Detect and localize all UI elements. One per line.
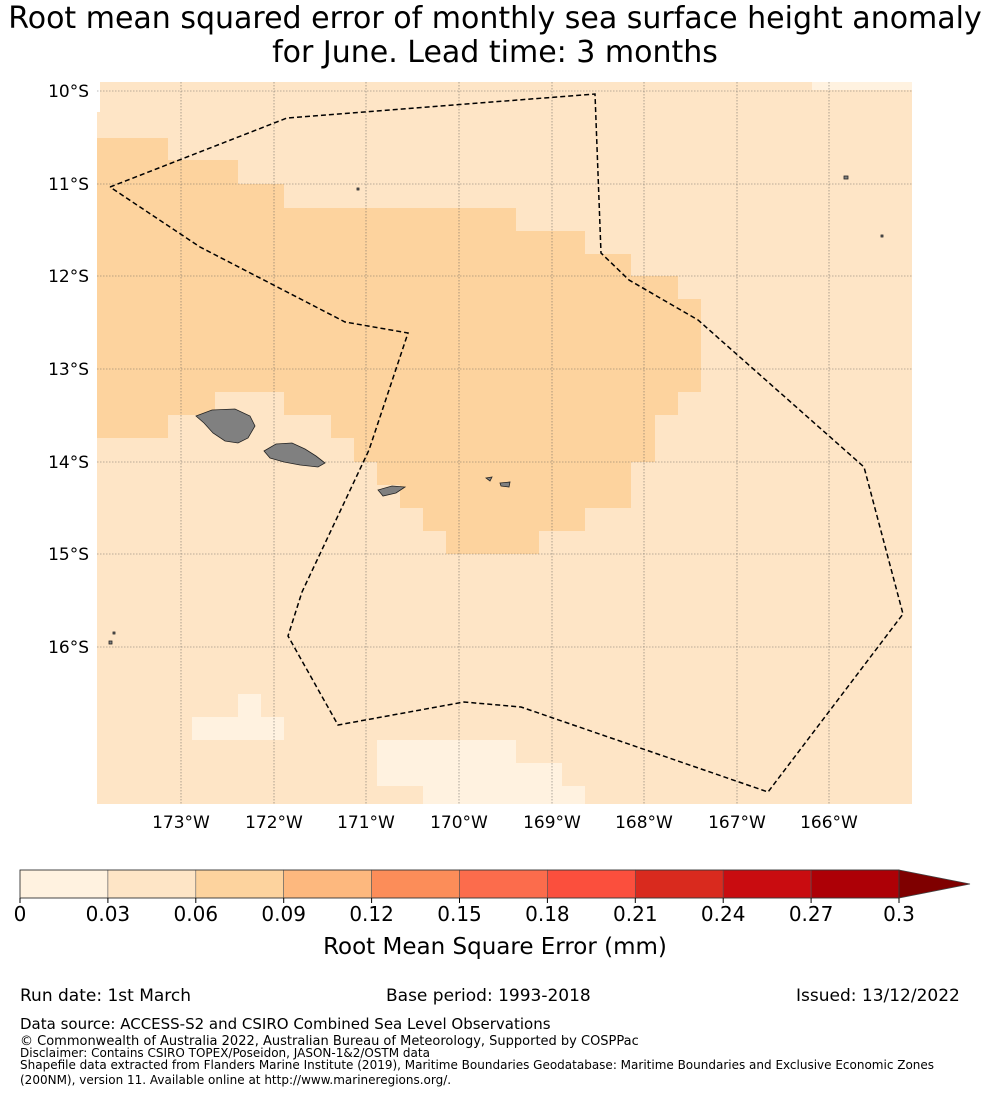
map-edge-gap	[97, 82, 100, 112]
latitude-label: 11°S	[48, 175, 89, 195]
longitude-label: 166°W	[800, 813, 858, 833]
tutuila-island	[377, 485, 407, 497]
colorbar-tick-label: 0.15	[437, 902, 482, 926]
gridlines	[97, 82, 912, 804]
latitude-label: 15°S	[48, 545, 89, 565]
colorbar-swatches	[19, 869, 900, 899]
colorbar-swatch	[195, 869, 285, 899]
colorbar-swatch	[371, 869, 460, 899]
longitude-label: 173°W	[152, 813, 210, 833]
colorbar-tick-label: 0.06	[174, 902, 219, 926]
colorbar-ticks: 0 0.03 0.06 0.09 0.12 0.15 0.18 0.21 0.24 0.27 0.3	[14, 898, 915, 926]
colorbar-tick-label: 0.18	[525, 902, 570, 926]
colorbar-tick-label: 0	[14, 902, 27, 926]
title-line-1: Root mean squared error of monthly sea s…	[8, 1, 982, 36]
land-masses	[108, 175, 884, 645]
shapefile-line-2: (200NM), version 11. Available online at…	[20, 1073, 452, 1087]
longitude-label: 172°W	[245, 813, 303, 833]
longitude-label: 168°W	[615, 813, 673, 833]
longitude-label: 167°W	[708, 813, 766, 833]
latitude-label: 10°S	[48, 82, 89, 102]
longitude-labels: 173°W 172°W 171°W 170°W 169°W 168°W 167°W 166°W	[152, 813, 858, 833]
rmse-higher-region	[97, 138, 701, 554]
tau-island	[499, 481, 511, 488]
ofu-olosega-island	[485, 476, 493, 482]
colorbar: 0 0.03 0.06 0.09 0.12 0.15 0.18 0.21 0.24 0.27 0.3…	[14, 869, 971, 960]
copyright-line: © Commonwealth of Australia 2022, Austra…	[20, 1034, 639, 1049]
run-date: Run date: 1st March	[20, 986, 192, 1006]
disclaimer-line: Disclaimer: Contains CSIRO TOPEX/Poseido…	[20, 1046, 430, 1060]
longitude-label: 171°W	[337, 813, 395, 833]
latitude-label: 13°S	[48, 360, 89, 380]
upolu-island	[263, 442, 326, 468]
colorbar-swatch	[547, 869, 636, 899]
rmse-field	[97, 82, 912, 804]
latitude-label: 16°S	[48, 638, 89, 658]
colorbar-tick-label: 0.3	[883, 902, 915, 926]
colorbar-swatch	[107, 869, 197, 899]
colorbar-extend-arrow	[898, 869, 971, 899]
rmse-lower-region	[377, 740, 585, 804]
savaii-island	[195, 408, 256, 444]
rmse-lower-region	[192, 694, 284, 740]
small-island	[108, 640, 113, 645]
colorbar-swatch	[283, 869, 372, 899]
colorbar-tick-label: 0.21	[613, 902, 658, 926]
data-source: Data source: ACCESS-S2 and CSIRO Combine…	[20, 1015, 551, 1033]
longitude-label: 170°W	[430, 813, 488, 833]
colorbar-tick-label: 0.24	[701, 902, 746, 926]
swains-island	[843, 175, 849, 180]
latitude-label: 14°S	[48, 453, 89, 473]
colorbar-tick-label: 0.03	[86, 902, 131, 926]
colorbar-swatch	[810, 869, 900, 899]
latitude-labels: 10°S 11°S 12°S 13°S 14°S 15°S 16°S	[48, 82, 89, 658]
small-island	[880, 234, 884, 238]
colorbar-swatch	[459, 869, 548, 899]
colorbar-tick-label: 0.27	[789, 902, 834, 926]
colorbar-label: Root Mean Square Error (mm)	[323, 934, 667, 960]
base-period: Base period: 1993-2018	[386, 986, 591, 1006]
small-island	[356, 187, 360, 191]
latitude-label: 12°S	[48, 267, 89, 287]
rmse-lower-region	[812, 82, 912, 90]
colorbar-tick-label: 0.09	[261, 902, 306, 926]
title-line-2: for June. Lead time: 3 months	[272, 35, 718, 70]
colorbar-swatch	[634, 869, 724, 899]
issued-date: Issued: 13/12/2022	[796, 986, 960, 1006]
map-panel: 10°S11°S12°S13°S14°S15°S16°S 173°W 172°W 1…	[48, 82, 912, 833]
map-title: Root mean squared error of monthly sea s…	[0, 2, 990, 70]
longitude-label: 169°W	[523, 813, 581, 833]
colorbar-swatch	[19, 869, 109, 899]
colorbar-swatch	[722, 869, 812, 899]
shapefile-line-1: Shapefile data extracted from Flanders M…	[20, 1058, 935, 1072]
eez-boundary-line	[109, 93, 904, 793]
colorbar-tick-label: 0.12	[349, 902, 394, 926]
small-island	[112, 631, 116, 635]
